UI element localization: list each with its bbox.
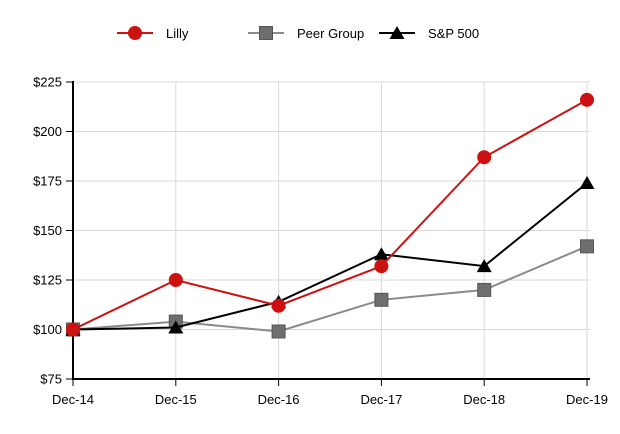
y-axis-tick-label: $225: [33, 75, 62, 90]
series-marker-s-p-500: [373, 247, 389, 261]
series-line-peer-group: [72, 245, 588, 333]
series-marker-s-p-500: [476, 259, 492, 273]
series-marker-peer-group: [477, 282, 492, 297]
series-marker-lilly: [271, 298, 286, 313]
series-marker-s-p-500: [579, 175, 595, 189]
legend-marker-lilly: [128, 26, 142, 40]
x-axis-tick-label: Dec-18: [463, 392, 505, 407]
y-axis-tick-label: $75: [40, 372, 62, 387]
series-marker-lilly: [477, 150, 492, 165]
series-marker-peer-group: [271, 324, 286, 339]
series-marker-peer-group: [374, 292, 389, 307]
x-axis-tick-label: Dec-15: [155, 392, 197, 407]
series-marker-lilly: [168, 273, 183, 287]
y-axis-tick-label: $200: [33, 124, 62, 139]
x-axis-tick-label: Dec-16: [258, 392, 300, 407]
y-axis-tick-label: $175: [33, 174, 62, 189]
series-marker-lilly: [374, 259, 389, 274]
x-axis-tick-label: Dec-19: [566, 392, 608, 407]
x-axis-tick-label: Dec-17: [360, 392, 402, 407]
legend-marker-peer-group: [259, 26, 273, 40]
series-marker-lilly: [66, 322, 80, 337]
series-marker-s-p-500: [168, 320, 184, 334]
legend-marker-s-p-500: [389, 26, 405, 39]
x-axis-tick-label: Dec-14: [52, 392, 94, 407]
series-marker-lilly: [580, 92, 594, 107]
y-axis-tick-label: $150: [33, 223, 62, 238]
legend-label-s-p-500: S&P 500: [428, 26, 479, 41]
y-axis-tick-label: $100: [33, 322, 62, 337]
y-axis-tick-label: $125: [33, 273, 62, 288]
legend-label-peer-group: Peer Group: [297, 26, 364, 41]
series-line-lilly: [72, 98, 588, 331]
series-marker-peer-group: [580, 239, 594, 254]
series-line-s-p-500: [72, 182, 588, 331]
legend-label-lilly: Lilly: [166, 26, 189, 41]
